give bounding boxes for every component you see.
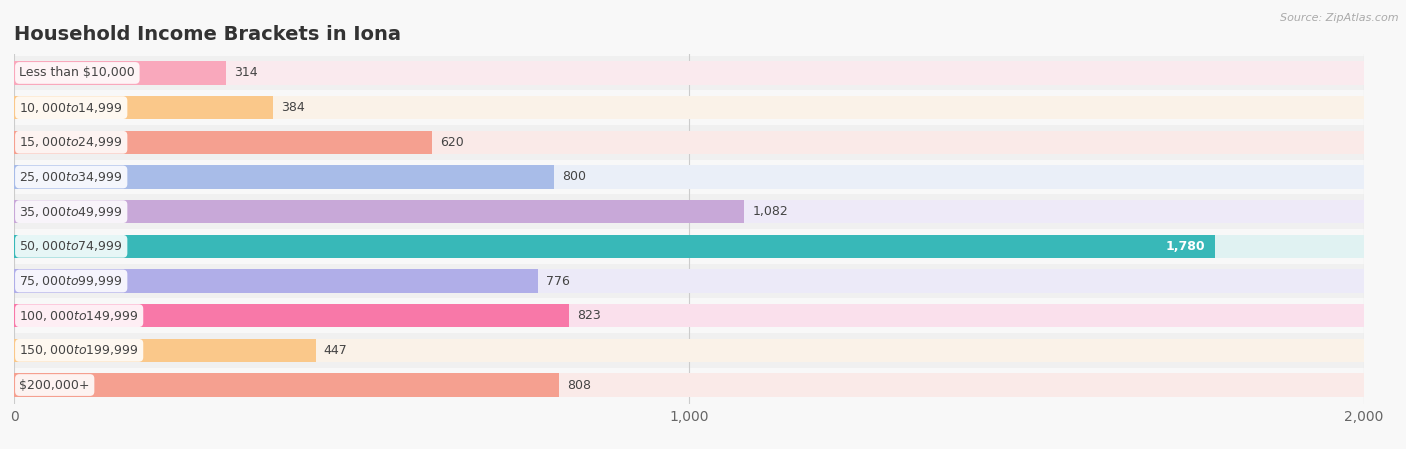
Text: $200,000+: $200,000+: [20, 379, 90, 392]
Text: 808: 808: [568, 379, 592, 392]
Bar: [14, 96, 1364, 119]
Bar: [14, 339, 316, 362]
Text: $15,000 to $24,999: $15,000 to $24,999: [20, 135, 122, 150]
Bar: [14, 304, 1364, 327]
Text: 447: 447: [323, 344, 347, 357]
Bar: [14, 298, 1364, 333]
Bar: [14, 269, 537, 293]
Text: $25,000 to $34,999: $25,000 to $34,999: [20, 170, 122, 184]
Bar: [14, 304, 569, 327]
Bar: [14, 165, 554, 189]
Bar: [14, 229, 1364, 264]
Text: $50,000 to $74,999: $50,000 to $74,999: [20, 239, 122, 253]
Bar: [14, 131, 433, 154]
Bar: [14, 234, 1364, 258]
Text: 823: 823: [578, 309, 602, 322]
Bar: [14, 61, 1364, 85]
Bar: [14, 368, 1364, 402]
Text: 1,082: 1,082: [752, 205, 789, 218]
Bar: [14, 339, 1364, 362]
Bar: [14, 373, 1364, 397]
Bar: [14, 234, 1215, 258]
Text: $10,000 to $14,999: $10,000 to $14,999: [20, 101, 122, 114]
Bar: [14, 194, 1364, 229]
Bar: [14, 373, 560, 397]
Text: 1,780: 1,780: [1166, 240, 1205, 253]
Bar: [14, 264, 1364, 298]
Text: Source: ZipAtlas.com: Source: ZipAtlas.com: [1281, 13, 1399, 23]
Text: 314: 314: [233, 66, 257, 79]
Bar: [14, 96, 273, 119]
Text: 620: 620: [440, 136, 464, 149]
Bar: [14, 200, 744, 224]
Text: $35,000 to $49,999: $35,000 to $49,999: [20, 205, 122, 219]
Text: $75,000 to $99,999: $75,000 to $99,999: [20, 274, 122, 288]
Bar: [14, 125, 1364, 160]
Bar: [14, 90, 1364, 125]
Text: 384: 384: [281, 101, 305, 114]
Bar: [14, 165, 1364, 189]
Bar: [14, 333, 1364, 368]
Text: Household Income Brackets in Iona: Household Income Brackets in Iona: [14, 25, 401, 44]
Bar: [14, 160, 1364, 194]
Bar: [14, 269, 1364, 293]
Text: 776: 776: [546, 274, 569, 287]
Bar: [14, 56, 1364, 90]
Text: 800: 800: [562, 171, 586, 184]
Bar: [14, 131, 1364, 154]
Bar: [14, 61, 226, 85]
Text: Less than $10,000: Less than $10,000: [20, 66, 135, 79]
Bar: [14, 200, 1364, 224]
Text: $150,000 to $199,999: $150,000 to $199,999: [20, 343, 139, 357]
Text: $100,000 to $149,999: $100,000 to $149,999: [20, 308, 139, 323]
